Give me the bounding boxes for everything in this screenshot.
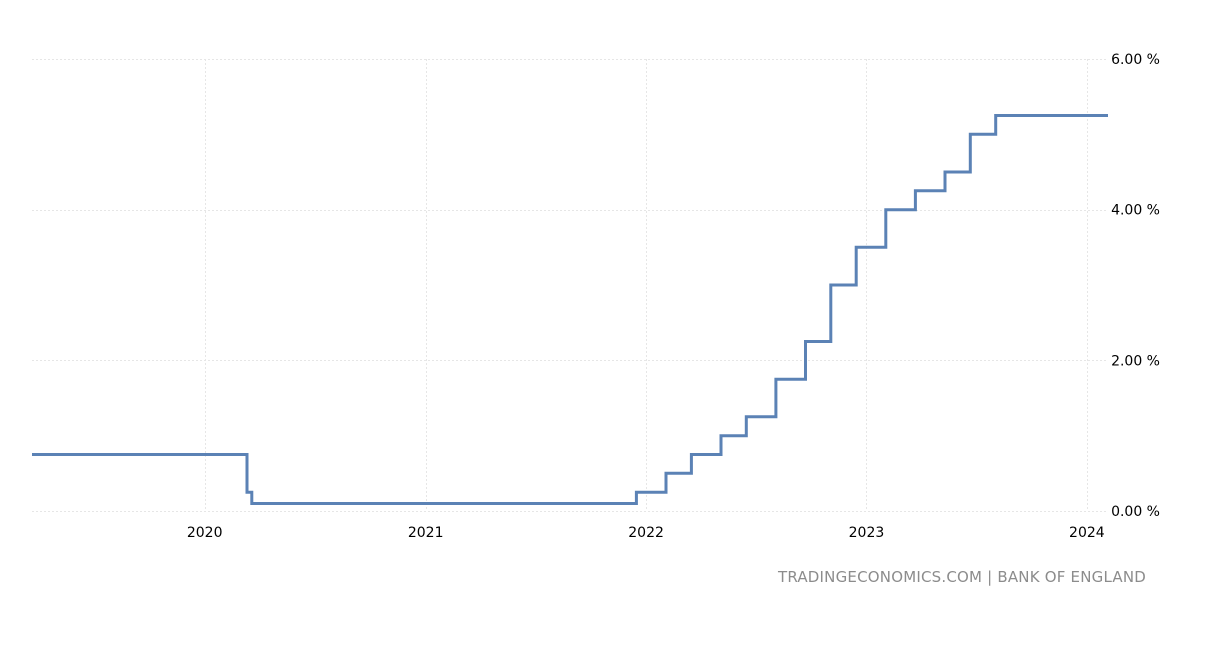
- bank-rate-step-line: [32, 114, 1108, 505]
- x-tick-label: 2024: [1069, 525, 1105, 541]
- y-tick-label: 4.00 %: [1111, 203, 1160, 219]
- y-tick-label: 6.00 %: [1111, 52, 1160, 68]
- x-tick-label: 2020: [187, 525, 223, 541]
- y-tick-label: 0.00 %: [1111, 504, 1160, 520]
- grid-layer: [32, 59, 1108, 512]
- x-axis-ticks: 2020 2021 2022 2023 2024: [187, 525, 1105, 541]
- source-attribution: TRADINGECONOMICS.COM | BANK OF ENGLAND: [777, 568, 1146, 586]
- y-tick-label: 2.00 %: [1111, 353, 1160, 369]
- x-tick-label: 2022: [628, 525, 664, 541]
- series-layer: [32, 114, 1108, 505]
- y-axis-ticks: 0.00 % 2.00 % 4.00 % 6.00 %: [1111, 52, 1160, 520]
- x-tick-label: 2023: [849, 525, 885, 541]
- x-tick-label: 2021: [408, 525, 444, 541]
